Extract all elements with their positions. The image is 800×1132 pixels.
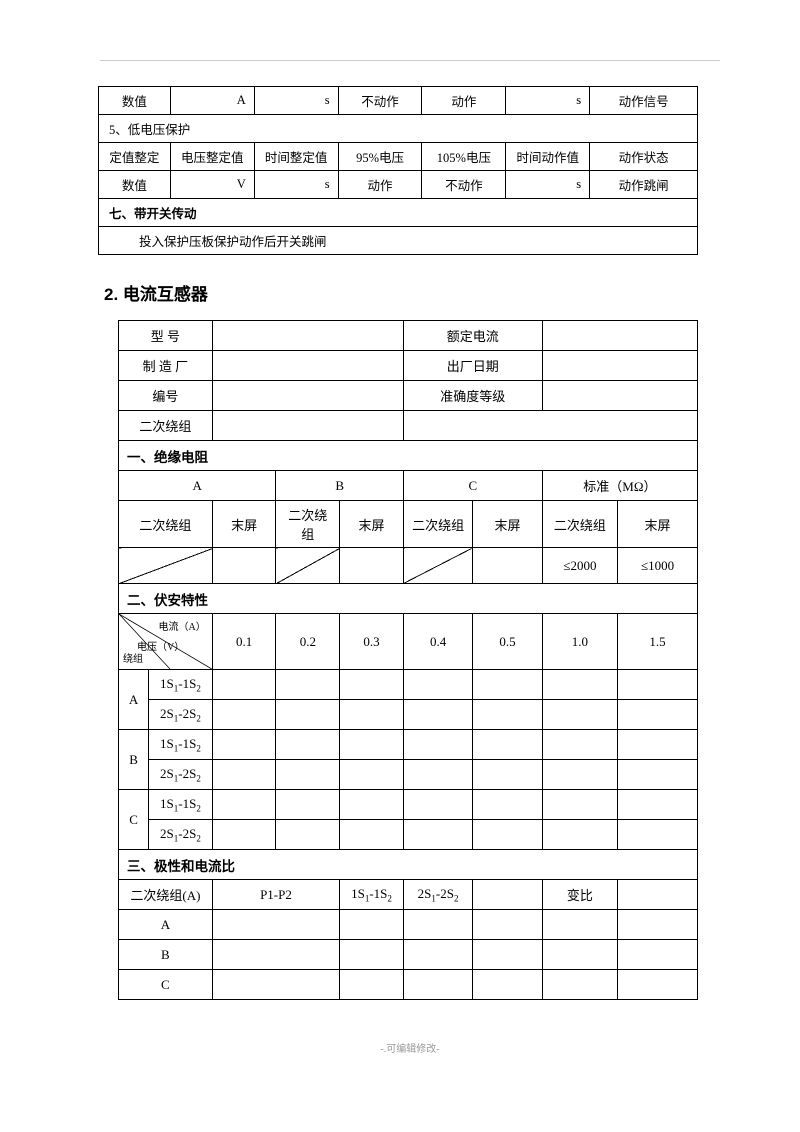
value <box>403 411 542 441</box>
phase: A <box>119 670 149 730</box>
col-a: A <box>119 471 276 501</box>
sec1-title: 一、绝缘电阻 <box>119 441 698 471</box>
value <box>340 548 404 584</box>
label-secondary: 二次绕组 <box>119 411 213 441</box>
col: 0.3 <box>340 614 404 670</box>
cell: 时间整定值 <box>254 143 338 171</box>
cell: 电压整定值 <box>170 143 254 171</box>
cell: s <box>506 87 590 115</box>
cell: s <box>506 171 590 199</box>
label-serial: 编号 <box>119 381 213 411</box>
diag-cell <box>119 548 213 584</box>
corner-voltage: 电压（V） <box>137 638 184 653</box>
row: B <box>119 940 213 970</box>
col: 1.5 <box>618 614 698 670</box>
hdr <box>473 880 542 910</box>
hdr: 2S1-2S2 <box>403 880 472 910</box>
cell: 时间动作值 <box>506 143 590 171</box>
value <box>212 351 403 381</box>
cell: 不动作 <box>338 87 422 115</box>
protection-table: 数值 A s 不动作 动作 s 动作信号 5、低电压保护 定值整定 电压整定值 … <box>98 86 698 255</box>
corner-winding: 绕组 <box>123 650 143 665</box>
col: 0.4 <box>403 614 472 670</box>
cell: 投入保护压板保护动作后开关跳闸 <box>99 227 698 255</box>
sub: 末屏 <box>340 501 404 548</box>
winding: 2S1-2S2 <box>149 820 213 850</box>
sec2-title: 二、伏安特性 <box>119 584 698 614</box>
label-date: 出厂日期 <box>403 351 542 381</box>
winding: 1S1-1S2 <box>149 730 213 760</box>
col-std: 标准（MΩ） <box>542 471 697 501</box>
cell: V <box>170 171 254 199</box>
hdr: 二次绕组(A) <box>119 880 213 910</box>
col: 1.0 <box>542 614 617 670</box>
cell: 动作状态 <box>590 143 698 171</box>
hdr: 1S1-1S2 <box>340 880 404 910</box>
cell: s <box>254 171 338 199</box>
section-heading: 2. 电流互感器 <box>104 280 720 305</box>
cell: A <box>170 87 254 115</box>
cell: 105%电压 <box>422 143 506 171</box>
value <box>212 321 403 351</box>
hdr: 变比 <box>542 880 617 910</box>
phase: C <box>119 790 149 850</box>
label-manufacturer: 制 造 厂 <box>119 351 213 381</box>
sub: 末屏 <box>473 501 542 548</box>
value <box>542 411 697 441</box>
winding: 1S1-1S2 <box>149 670 213 700</box>
winding: 2S1-2S2 <box>149 760 213 790</box>
sub: 末屏 <box>212 501 276 548</box>
cell: 不动作 <box>422 171 506 199</box>
cell: 95%电压 <box>338 143 422 171</box>
sub: 二次绕组 <box>119 501 213 548</box>
cell: 数值 <box>99 171 171 199</box>
ct-table: 型 号 额定电流 制 造 厂 出厂日期 编号 准确度等级 二次绕组 一、绝缘电阻… <box>118 320 698 1000</box>
sub: 二次绕组 <box>403 501 472 548</box>
sub: 二次绕组 <box>542 501 617 548</box>
diag-cell <box>276 548 340 584</box>
sec3-title: 三、极性和电流比 <box>119 850 698 880</box>
value <box>212 411 403 441</box>
hdr <box>618 880 698 910</box>
tri-diag-cell: 电流（A） 电压（V） 绕组 <box>119 614 213 670</box>
value <box>542 321 697 351</box>
sub: 末屏 <box>618 501 698 548</box>
phase: B <box>119 730 149 790</box>
subsection: 5、低电压保护 <box>99 115 698 143</box>
sub: 二次绕组 <box>276 501 340 548</box>
value <box>542 381 697 411</box>
col: 0.1 <box>212 614 276 670</box>
label-model: 型 号 <box>119 321 213 351</box>
value <box>473 548 542 584</box>
cell: 动作信号 <box>590 87 698 115</box>
label-accuracy: 准确度等级 <box>403 381 542 411</box>
diag-cell <box>403 548 472 584</box>
value <box>542 351 697 381</box>
cell: 数值 <box>99 87 171 115</box>
col: 0.5 <box>473 614 542 670</box>
col-b: B <box>276 471 403 501</box>
cell: 动作 <box>422 87 506 115</box>
subsection: 七、带开关传动 <box>99 199 698 227</box>
footer-text: -.可编辑修改- <box>100 1040 720 1055</box>
value <box>212 548 276 584</box>
col-c: C <box>403 471 542 501</box>
winding: 1S1-1S2 <box>149 790 213 820</box>
row: C <box>119 970 213 1000</box>
cell: s <box>254 87 338 115</box>
winding: 2S1-2S2 <box>149 700 213 730</box>
cell: 动作跳闸 <box>590 171 698 199</box>
row: A <box>119 910 213 940</box>
value <box>212 381 403 411</box>
cell: 动作 <box>338 171 422 199</box>
label-rated-current: 额定电流 <box>403 321 542 351</box>
hdr: P1-P2 <box>212 880 339 910</box>
std-val: ≤1000 <box>618 548 698 584</box>
cell: 定值整定 <box>99 143 171 171</box>
corner-current: 电流（A） <box>159 618 206 633</box>
std-val: ≤2000 <box>542 548 617 584</box>
col: 0.2 <box>276 614 340 670</box>
